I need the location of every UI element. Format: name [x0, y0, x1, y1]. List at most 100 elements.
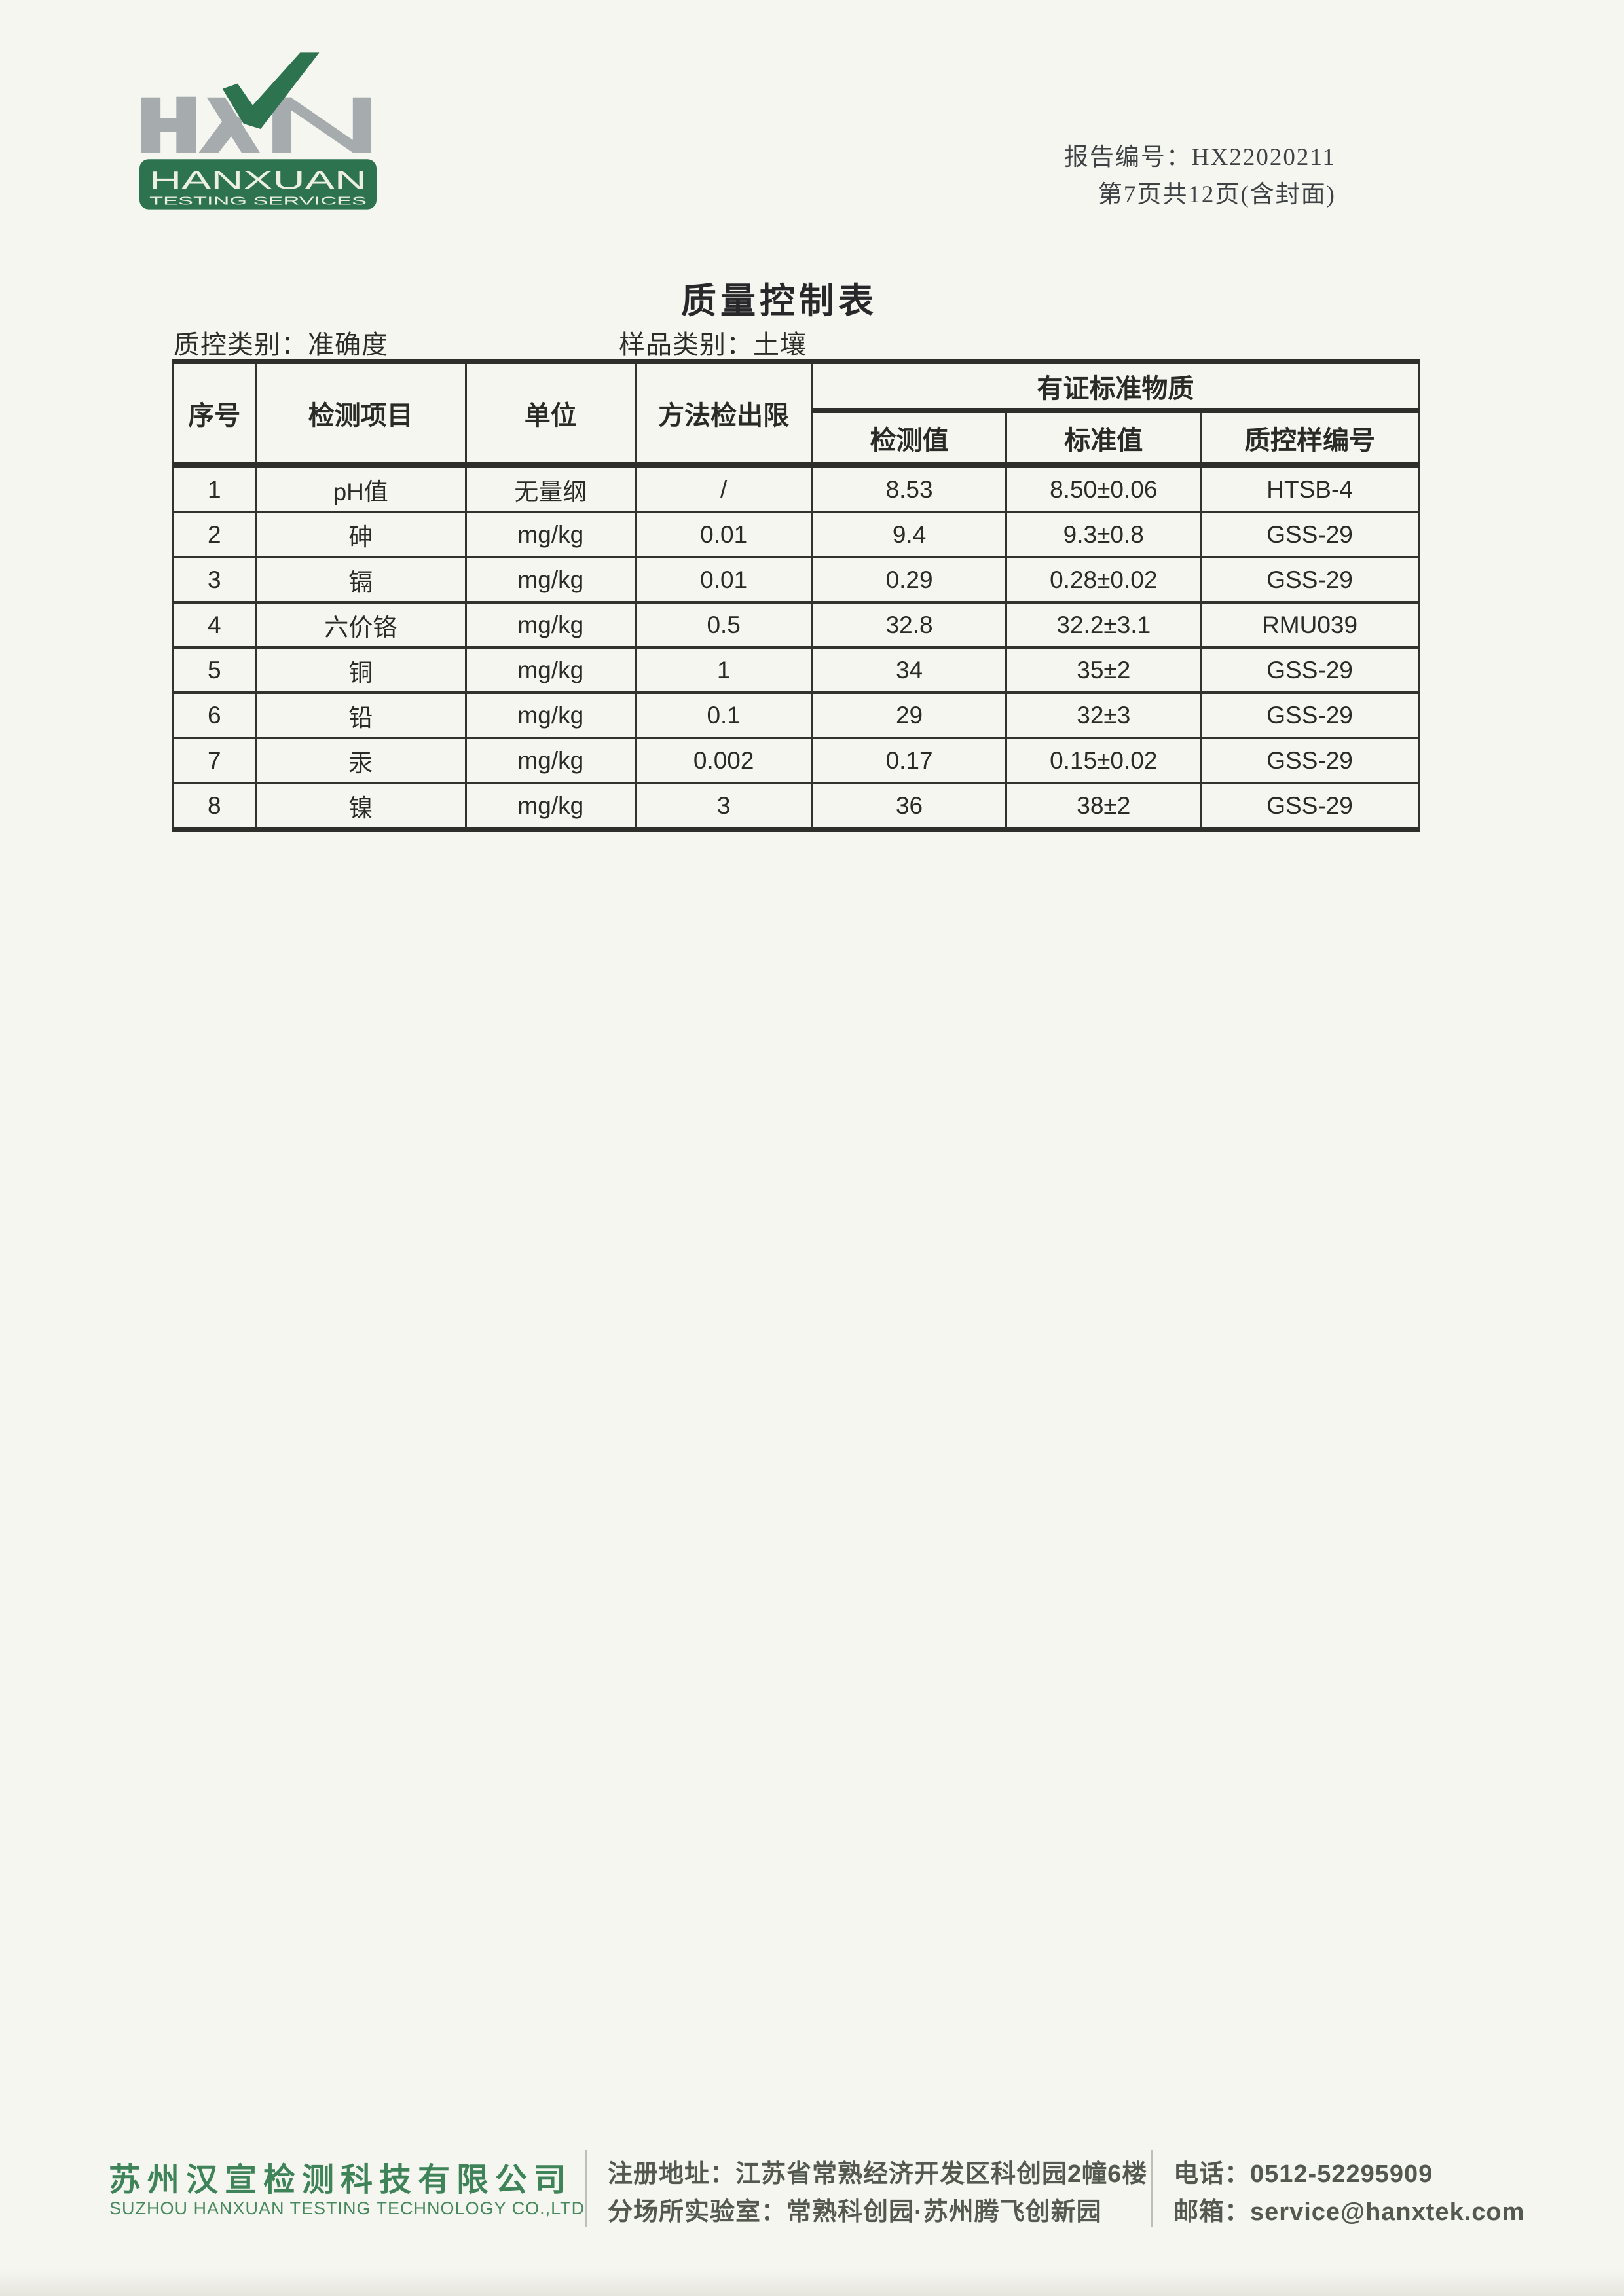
- hanxuan-logo: HANXUAN TESTING SERVICES: [139, 52, 377, 210]
- table-cell: 5: [172, 646, 257, 694]
- table-cell: 镍: [254, 782, 467, 832]
- footer-branch-lab: 分场所实验室：常熟科创园·苏州腾飞创新园: [608, 2198, 1102, 2226]
- report-meta: 报告编号：HX22020211 第7页共12页(含封面): [1064, 139, 1336, 213]
- table-row: 3 镉 mg/kg 0.01 0.29 0.28±0.02 GSS-29: [172, 556, 1420, 604]
- footer-divider: [1151, 2150, 1153, 2227]
- logo-banner: [139, 159, 377, 210]
- report-number-label: 报告编号：: [1063, 144, 1192, 171]
- sample-category-label: 样品类别：土壤: [619, 330, 807, 359]
- table-cell: 8.53: [811, 464, 1008, 513]
- table-cell: 32.2±3.1: [1005, 601, 1202, 649]
- table-cell: mg/kg: [464, 646, 637, 694]
- table-cell: 2: [172, 511, 257, 558]
- table-cell: 35±2: [1005, 646, 1202, 694]
- header-qc-sample-no: 质控样编号: [1200, 408, 1420, 468]
- phone-label: 电话：: [1173, 2160, 1251, 2188]
- table-cell: pH值: [254, 464, 467, 513]
- table-cell: 0.01: [634, 511, 813, 558]
- header-mdl: 方法检出限: [634, 359, 813, 468]
- table-cell: /: [634, 464, 813, 513]
- table-cell: GSS-29: [1200, 556, 1420, 604]
- table-cell: 0.15±0.02: [1005, 737, 1202, 784]
- email-value: service@hanxtek.com: [1250, 2198, 1525, 2226]
- header-item: 检测项目: [254, 359, 467, 468]
- table-cell: mg/kg: [464, 511, 637, 558]
- table-cell: 六价铬: [254, 601, 467, 649]
- table-cell: 3: [172, 556, 257, 604]
- logo-tagline: TESTING SERVICES: [149, 195, 367, 208]
- table-cell: 无量纲: [464, 464, 637, 513]
- table-cell: 1: [172, 464, 257, 513]
- table-cell: 34: [811, 646, 1008, 694]
- footer-company-name-cn: 苏州汉宣检测科技有限公司: [109, 2162, 573, 2198]
- table-cell: 38±2: [1005, 782, 1202, 832]
- table-header-row: 序号 检测项目 单位 方法检出限 有证标准物质: [172, 359, 1420, 468]
- table-cell: 6: [172, 691, 257, 739]
- table-cell: HTSB-4: [1200, 464, 1420, 513]
- table-cell: 铜: [254, 646, 467, 694]
- table-cell: mg/kg: [464, 601, 637, 649]
- table-cell: 0.1: [634, 691, 813, 739]
- footer-company-name-en: SUZHOU HANXUAN TESTING TECHNOLOGY CO.,LT…: [109, 2198, 585, 2218]
- table-cell: GSS-29: [1200, 737, 1420, 784]
- table-row: 4 六价铬 mg/kg 0.5 32.8 32.2±3.1 RMU039: [172, 601, 1420, 649]
- email-label: 邮箱：: [1173, 2198, 1251, 2226]
- table-cell: mg/kg: [464, 556, 637, 604]
- table-cell: mg/kg: [464, 691, 637, 739]
- table-cell: GSS-29: [1200, 646, 1420, 694]
- table-cell: 8: [172, 782, 257, 832]
- table-body: 1 pH值 无量纲/8.53 8.50±0.06 HTSB-4 2 砷 mg/kg 0.01 9.…: [172, 464, 1420, 832]
- table-cell: 0.28±0.02: [1005, 556, 1202, 604]
- hanxuan-logo-icon: HANXUAN TESTING SERVICES: [139, 52, 377, 210]
- table-cell: 7: [172, 737, 257, 784]
- table-cell: GSS-29: [1200, 691, 1420, 739]
- table-cell: GSS-29: [1200, 782, 1420, 832]
- checkmark-icon: [222, 52, 320, 129]
- scan-shadow-artifact: [0, 2270, 1624, 2296]
- table-cell: 0.17: [811, 737, 1008, 784]
- table-row: 5 铜 mg/kg 1 34 35±2 GSS-29: [172, 646, 1420, 694]
- table-row: 6 铅 mg/kg 0.1 29 32±3 GSS-29: [172, 691, 1420, 739]
- header-unit: 单位: [464, 359, 637, 468]
- footer-phone: 电话：0512-52295909: [1173, 2153, 1433, 2189]
- table-cell: 0.5: [634, 601, 813, 649]
- table-row: 8 镍 mg/kg 3 36 38±2 GSS-29: [172, 782, 1420, 832]
- table-row: 2 砷 mg/kg 0.01 9.4 9.3±0.8 GSS-29: [172, 511, 1420, 558]
- table-cell: 9.3±0.8: [1005, 511, 1202, 558]
- table-cell: 9.4: [811, 511, 1008, 558]
- table-row: 1 pH值 无量纲/8.53 8.50±0.06 HTSB-4: [172, 464, 1420, 513]
- table-cell: 镉: [254, 556, 467, 604]
- header-measured: 检测值: [811, 408, 1008, 468]
- table-cell: GSS-29: [1200, 511, 1420, 558]
- header-crm-group: 有证标准物质: [811, 359, 1420, 412]
- footer-email: 邮箱：service@hanxtek.com: [1173, 2191, 1524, 2227]
- table-cell: 铅: [254, 691, 467, 739]
- table-cell: 8.50±0.06: [1005, 464, 1202, 513]
- table-cell: 0.29: [811, 556, 1008, 604]
- header-seq: 序号: [172, 359, 257, 468]
- table-cell: 36: [811, 782, 1008, 832]
- table-cell: 汞: [254, 737, 467, 784]
- table-row: 7 汞 mg/kg 0.002 0.17 0.15±0.02 GSS-29: [172, 737, 1420, 784]
- report-number-value: HX22020211: [1191, 144, 1336, 171]
- page-title: 质量控制表: [681, 282, 877, 321]
- table-cell: 4: [172, 601, 257, 649]
- table-cell: 29: [811, 691, 1008, 739]
- table-cell: mg/kg: [464, 737, 637, 784]
- table-cell: 32±3: [1005, 691, 1202, 739]
- footer-registered-address: 注册地址：江苏省常熟经济开发区科创园2幢6楼: [608, 2160, 1148, 2188]
- table-cell: 1: [634, 646, 813, 694]
- table-cell: 砷: [254, 511, 467, 558]
- header-standard: 标准值: [1005, 408, 1202, 468]
- table-cell: 3: [634, 782, 813, 832]
- table-cell: 0.002: [634, 737, 813, 784]
- logo-name: HANXUAN: [149, 165, 367, 194]
- table-cell: 0.01: [634, 556, 813, 604]
- footer-divider: [585, 2150, 587, 2227]
- report-number-line: 报告编号：HX22020211: [1064, 139, 1336, 176]
- table-subheader-row: 检测值 标准值 质控样编号: [174, 408, 1420, 468]
- qc-category-label: 质控类别：准确度: [174, 330, 388, 359]
- table-cell: 32.8: [811, 601, 1008, 649]
